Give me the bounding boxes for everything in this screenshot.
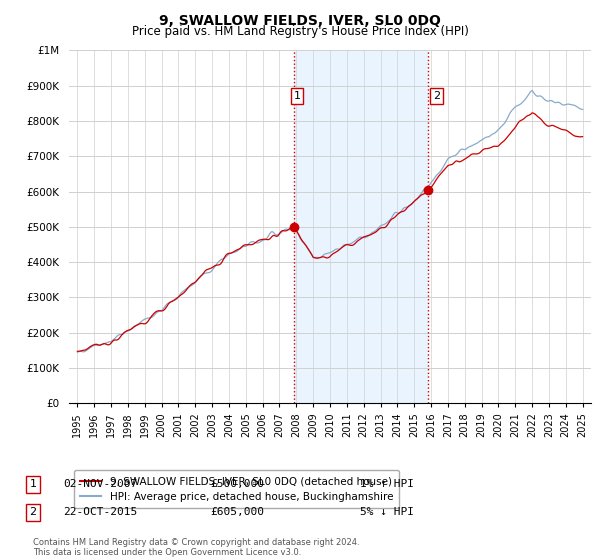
Text: 1: 1 xyxy=(29,479,37,489)
Legend: 9, SWALLOW FIELDS, IVER, SL0 0DQ (detached house), HPI: Average price, detached : 9, SWALLOW FIELDS, IVER, SL0 0DQ (detach… xyxy=(74,470,400,508)
Text: 5% ↓ HPI: 5% ↓ HPI xyxy=(360,507,414,517)
Text: Contains HM Land Registry data © Crown copyright and database right 2024.
This d: Contains HM Land Registry data © Crown c… xyxy=(33,538,359,557)
Text: 9, SWALLOW FIELDS, IVER, SL0 0DQ: 9, SWALLOW FIELDS, IVER, SL0 0DQ xyxy=(159,14,441,28)
Text: 2: 2 xyxy=(29,507,37,517)
Bar xyxy=(293,50,428,403)
Text: 22-OCT-2015: 22-OCT-2015 xyxy=(63,507,137,517)
Text: 1% ↑ HPI: 1% ↑ HPI xyxy=(360,479,414,489)
Text: £605,000: £605,000 xyxy=(210,507,264,517)
Text: 2: 2 xyxy=(433,91,440,101)
Text: 1: 1 xyxy=(293,91,301,101)
Text: 02-NOV-2007: 02-NOV-2007 xyxy=(63,479,137,489)
Text: £500,000: £500,000 xyxy=(210,479,264,489)
Text: Price paid vs. HM Land Registry's House Price Index (HPI): Price paid vs. HM Land Registry's House … xyxy=(131,25,469,38)
